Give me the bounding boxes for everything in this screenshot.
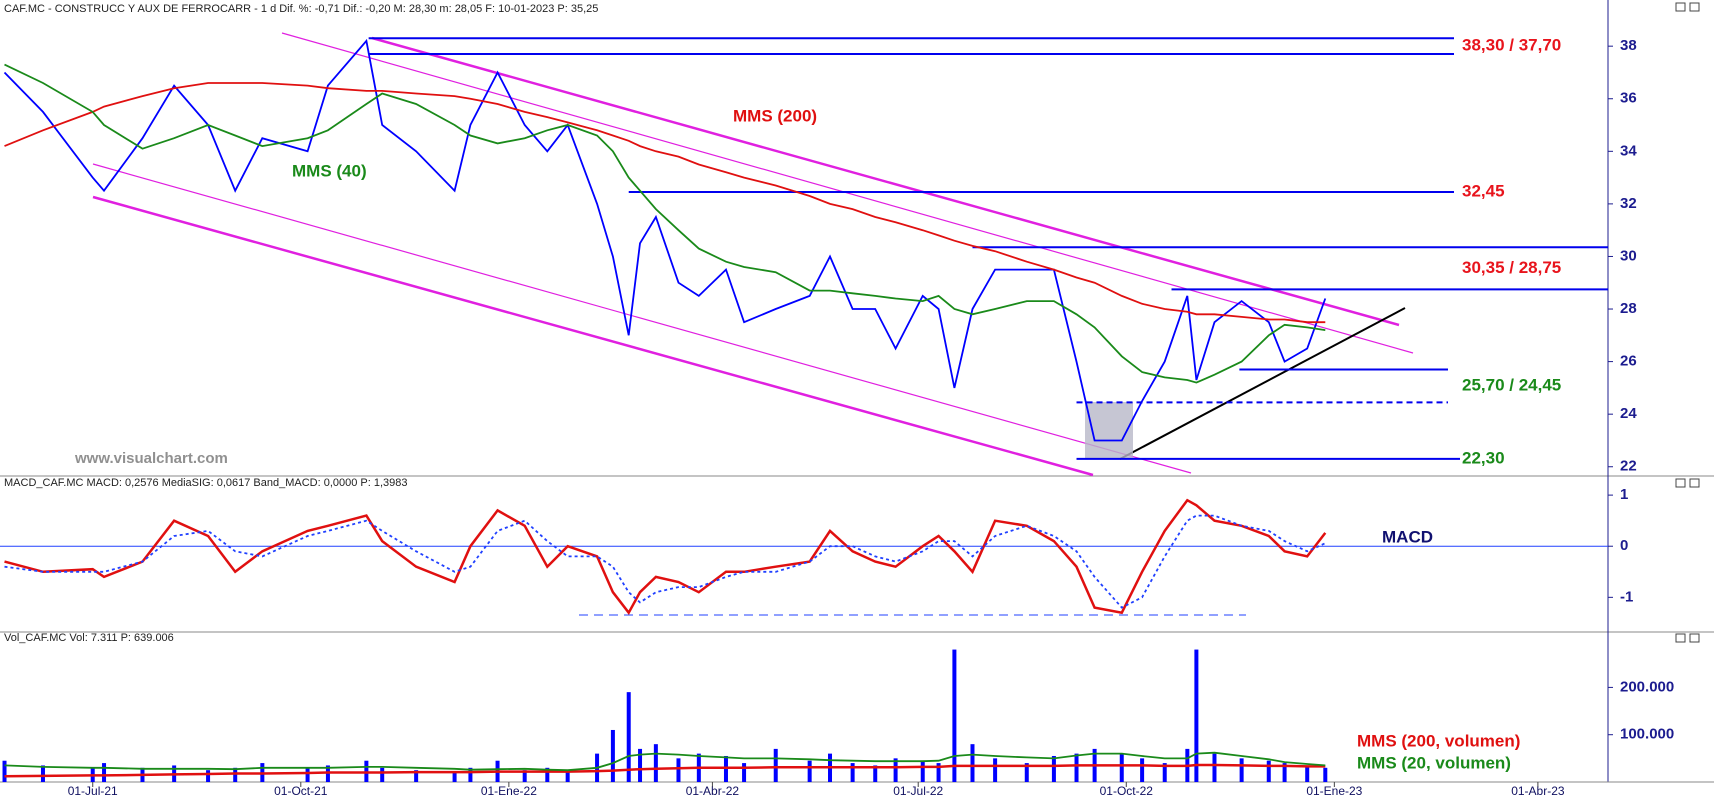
x-tick-label: 01-Ene-22	[481, 784, 537, 798]
y-tick-label: -1	[1620, 588, 1633, 605]
volume-bar	[233, 767, 238, 782]
x-tick-label: 01-Oct-22	[1100, 784, 1154, 798]
series-line	[3, 38, 1327, 442]
volume-bar	[807, 760, 812, 782]
annotation: MMS (200, volumen)	[1357, 731, 1520, 750]
volume-bar	[920, 760, 925, 782]
series-line	[4, 498, 1327, 615]
volume-bar	[626, 692, 631, 782]
volume-bar	[40, 765, 45, 782]
y-tick-label: 26	[1620, 353, 1637, 370]
y-tick-label: 36	[1620, 90, 1637, 107]
volume-bar	[102, 763, 107, 782]
volume-bar	[545, 767, 550, 782]
y-tick-label: 24	[1620, 405, 1637, 422]
volume-bar	[993, 758, 998, 782]
volume-bar	[850, 763, 855, 782]
volume-bar	[1266, 760, 1271, 782]
volume-bar	[638, 748, 643, 782]
volume-bar	[1140, 758, 1145, 782]
y-tick-label: 100.000	[1620, 726, 1674, 743]
y-tick-label: 0	[1620, 537, 1628, 554]
y-tick-label: 34	[1620, 142, 1637, 159]
x-tick-label: 01-Jul-21	[68, 784, 118, 798]
watermark: www.visualchart.com	[74, 450, 228, 467]
level-label: 22,30	[1462, 448, 1505, 467]
y-tick-label: 30	[1620, 247, 1637, 264]
y-tick-label: 200.000	[1620, 678, 1674, 695]
y-tick-label: 32	[1620, 195, 1637, 212]
volume-bar	[742, 763, 747, 782]
volume-header: Vol_CAF.MC Vol: 7.311 P: 639.006	[4, 632, 174, 644]
volume-bar	[1194, 649, 1199, 782]
volume-bar	[565, 772, 570, 782]
macd-header: MACD_CAF.MC MACD: 0,2576 MediaSIG: 0,061…	[4, 477, 408, 489]
y-tick-label: 1	[1620, 486, 1628, 503]
volume-bar	[2, 760, 7, 782]
series-line	[4, 63, 1326, 384]
volume-bar	[414, 770, 419, 782]
volume-bar	[873, 765, 878, 782]
volume-bar	[206, 770, 211, 782]
volume-bar	[1239, 758, 1244, 782]
x-tick-label: 01-Abr-23	[1511, 784, 1565, 798]
level-label: 38,30 / 37,70	[1462, 36, 1561, 55]
level-label: 32,45	[1462, 182, 1505, 201]
volume-bar	[452, 772, 457, 782]
y-tick-label: 38	[1620, 37, 1637, 54]
volume-bar	[773, 748, 778, 782]
level-label: 25,70 / 24,45	[1462, 375, 1561, 394]
y-tick-label: 22	[1620, 458, 1637, 475]
volume-bar	[1323, 767, 1328, 782]
annotation: MMS (20, volumen)	[1357, 753, 1511, 772]
window-buttons[interactable]	[1675, 2, 1700, 643]
annotation: MMS (40)	[292, 161, 367, 180]
level-label: 30,35 / 28,75	[1462, 258, 1561, 277]
volume-bar	[952, 649, 957, 782]
volume-bar	[468, 767, 473, 782]
volume-bar	[305, 767, 310, 782]
x-tick-label: 01-Ene-23	[1306, 784, 1362, 798]
volume-bar	[653, 744, 658, 782]
volume-bar	[610, 729, 615, 782]
volume-bar	[380, 767, 385, 782]
series-line	[4, 514, 1326, 609]
volume-bar	[1051, 755, 1056, 782]
annotation: MMS (200)	[733, 106, 817, 125]
volume-bar	[1162, 763, 1167, 782]
y-tick-label: 28	[1620, 300, 1637, 317]
x-tick-label: 01-Oct-21	[274, 784, 328, 798]
volume-bar	[893, 758, 898, 782]
volume-bar	[1074, 753, 1079, 782]
volume-bar	[1212, 753, 1217, 782]
volume-bar	[522, 770, 527, 782]
series-line	[4, 751, 1326, 772]
x-tick-label: 01-Abr-22	[686, 784, 740, 798]
series-line	[4, 763, 1326, 778]
volume-bar	[1024, 763, 1029, 782]
volume-bar	[970, 744, 975, 782]
volume-bar	[1119, 753, 1124, 782]
volume-bar	[676, 758, 681, 782]
volume-bar	[1282, 763, 1287, 782]
volume-bar	[1305, 765, 1310, 782]
series-line	[4, 82, 1326, 324]
annotation: MACD	[1382, 527, 1433, 546]
x-tick-label: 01-Jul-22	[893, 784, 943, 798]
price-header: CAF.MC - CONSTRUCC Y AUX DE FERROCARR - …	[4, 3, 598, 15]
volume-bar	[936, 763, 941, 782]
